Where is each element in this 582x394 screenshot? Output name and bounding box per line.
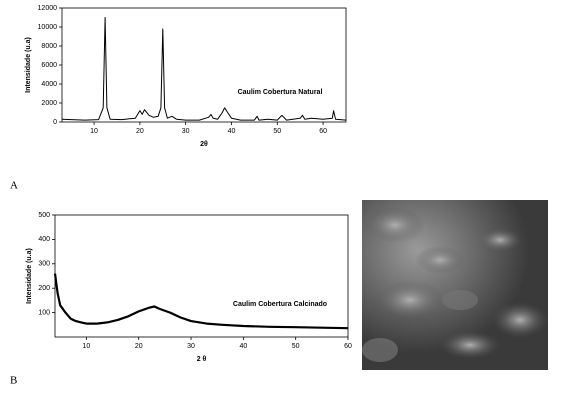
x-tick-label: 20	[136, 128, 144, 135]
y-tick-label: 6000	[41, 62, 57, 69]
x-tick-label: 60	[319, 128, 327, 135]
x-axis-label: 2θ	[200, 141, 208, 148]
x-tick-label: 30	[187, 343, 195, 350]
figure: 0 2000 4000 6000 8000 10000 12000 10 20 30 40 50 60 2…	[0, 0, 582, 394]
x-tick-label: 60	[344, 343, 352, 350]
y-tick-label: 2000	[41, 100, 57, 107]
y-axis-label: Intensidade (u.a)	[26, 248, 33, 304]
x-tick-label: 50	[273, 128, 281, 135]
x-axis-label: 2 θ	[197, 356, 207, 363]
x-tick-label: 10	[90, 128, 98, 135]
panel-label: B	[10, 375, 17, 387]
x-tick-label: 50	[292, 343, 300, 350]
page: {"chart_data": [ {"type": "line", "panel…	[0, 0, 582, 394]
annotation: Caulim Cobertura Natural	[238, 89, 323, 96]
y-tick-label: 0	[53, 119, 57, 126]
y-tick-label: 500	[38, 212, 50, 219]
y-tick-label: 400	[38, 236, 50, 243]
x-tick-label: 30	[182, 128, 190, 135]
y-tick-label: 4000	[41, 81, 57, 88]
y-tick-label: 8000	[41, 43, 57, 50]
data-line	[62, 18, 346, 121]
y-tick-label: 100	[38, 309, 50, 316]
x-tick-label: 10	[82, 343, 90, 350]
y-axis-label: Intensidade (u.a)	[25, 37, 32, 93]
y-tick-label: 200	[38, 285, 50, 292]
plot-frame	[55, 215, 348, 337]
y-tick-label: 10000	[38, 24, 58, 31]
annotation: Caulim Cobertura Calcinado	[233, 301, 327, 308]
sem-image	[362, 200, 548, 370]
x-tick-label: 40	[239, 343, 247, 350]
x-tick-label: 40	[228, 128, 236, 135]
panel-label: A	[10, 180, 18, 192]
x-tick-label: 20	[135, 343, 143, 350]
y-tick-label: 300	[38, 261, 50, 268]
y-tick-label: 12000	[38, 5, 58, 12]
